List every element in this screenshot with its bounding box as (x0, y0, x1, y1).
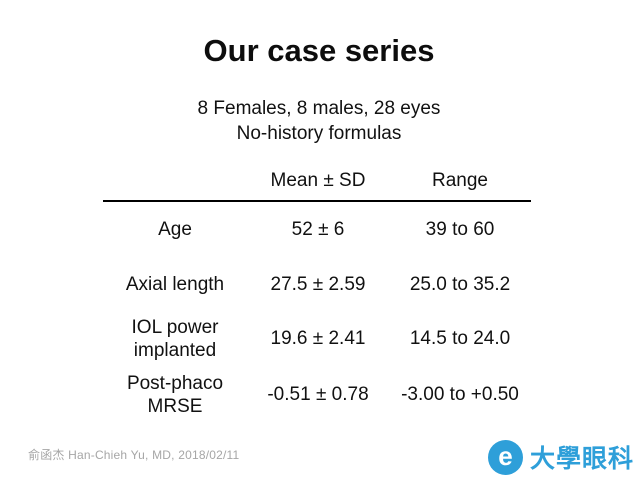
logo-e-icon: e (487, 439, 523, 475)
mean-sd-value: 52 ± 6 (291, 219, 345, 240)
mean-sd-value: 19.6 ± 2.41 (270, 328, 366, 349)
range-value: -3.00 to +0.50 (401, 384, 519, 405)
mean-sd-value: -0.51 ± 0.78 (267, 384, 369, 405)
author-credit: 俞函杰 Han-Chieh Yu, MD, 2018/02/11 (28, 448, 240, 462)
mean-sd-value: 27.5 ± 2.59 (270, 273, 366, 295)
table-row-post-phaco-mrse: Post-phaco MRSE -0.51 ± 0.78 -3.00 to +0… (103, 366, 531, 423)
table-header-row: Mean ± SD Range (103, 160, 531, 202)
column-header-range: Range (432, 169, 488, 191)
slide-title: Our case series (203, 33, 435, 68)
table-row-age: Age 52 ± 6 39 to 60 (103, 202, 531, 257)
row-label: IOL power implanted (131, 316, 219, 361)
range-value: 14.5 to 24.0 (409, 328, 511, 349)
row-label: Axial length (125, 273, 225, 295)
subtitle-line-1: 8 Females, 8 males, 28 eyes (197, 98, 441, 119)
table-row-iol-power: IOL power implanted 19.6 ± 2.41 14.5 to … (103, 311, 531, 366)
range-value: 39 to 60 (425, 219, 495, 240)
logo-text: 大學眼科 (529, 445, 634, 473)
row-label: Age (158, 219, 192, 240)
table-row-axial-length: Axial length 27.5 ± 2.59 25.0 to 35.2 (103, 257, 531, 311)
column-header-mean-sd: Mean ± SD (270, 169, 366, 191)
subtitle-line-2: No-history formulas (236, 123, 402, 144)
clinic-logo: e 大學眼科 (487, 439, 634, 475)
range-value: 25.0 to 35.2 (409, 273, 511, 295)
slide-subtitle: 8 Females, 8 males, 28 eyes No-history f… (0, 96, 638, 146)
logo-e-letter: e (498, 440, 513, 471)
row-label: Post-phaco MRSE (126, 372, 224, 417)
case-series-table: Mean ± SD Range Age 52 ± 6 39 to 60 Axia… (103, 160, 531, 423)
